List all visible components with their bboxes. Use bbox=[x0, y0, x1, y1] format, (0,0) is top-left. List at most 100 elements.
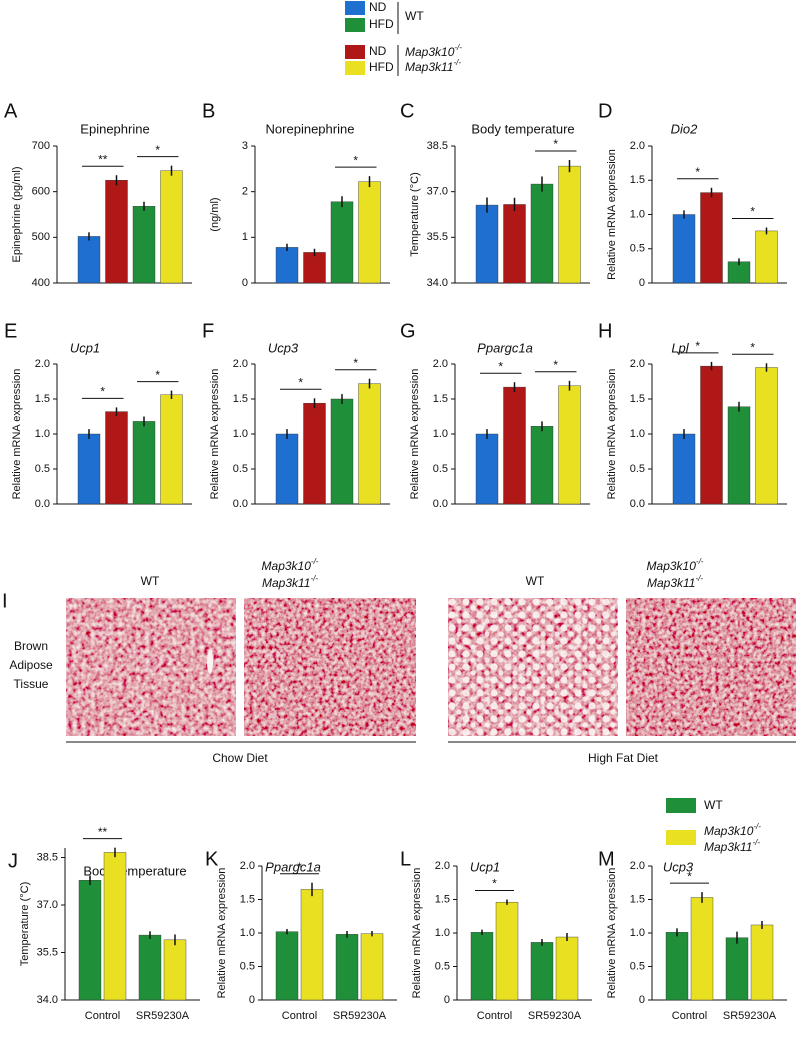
y-tick-label: 2.0 bbox=[630, 358, 645, 370]
y-tick-label: 2.0 bbox=[630, 860, 645, 872]
legend-swatch bbox=[666, 798, 696, 813]
significance-label: * bbox=[492, 877, 497, 891]
chart-title: Lpl bbox=[671, 340, 689, 355]
significance-label: * bbox=[498, 359, 503, 373]
legend-group: WT bbox=[405, 9, 424, 23]
bar bbox=[755, 230, 778, 284]
bar bbox=[725, 937, 749, 1001]
y-tick-label: 3 bbox=[242, 140, 248, 152]
legend-label: ND bbox=[369, 44, 387, 58]
legend-swatch bbox=[345, 18, 365, 32]
micrograph-texture bbox=[244, 598, 416, 736]
gene: Map3k11 bbox=[647, 576, 695, 590]
y-tick-label: 0.0 bbox=[433, 498, 448, 510]
y-tick-label: 0.5 bbox=[630, 960, 645, 972]
column-header: Map3k10-/- bbox=[262, 557, 319, 573]
significance-label: * bbox=[553, 137, 558, 151]
significance-label: * bbox=[353, 356, 358, 370]
y-tick-label: 34.0 bbox=[37, 994, 58, 1006]
bar bbox=[303, 403, 326, 505]
y-tick-label: 1.0 bbox=[630, 428, 645, 440]
superscript: -/- bbox=[695, 574, 703, 583]
significance-label: * bbox=[353, 153, 358, 167]
bar bbox=[138, 934, 162, 1001]
significance-label: * bbox=[297, 860, 302, 874]
chart-panel: H Lpl Relative mRNA expression 0.0 0.5 1.0 1.5… bbox=[598, 320, 787, 510]
chart-panel: F Ucp3 Relative mRNA expression 0.0 0.5 1.0 1.… bbox=[202, 320, 390, 510]
chart-title: Ucp1 bbox=[470, 859, 500, 874]
bar bbox=[132, 206, 156, 284]
panel-letter: I bbox=[2, 590, 8, 612]
significance-label: * bbox=[155, 368, 160, 382]
significance-label: * bbox=[155, 143, 160, 157]
y-axis-label: (ng/ml) bbox=[209, 197, 221, 231]
y-tick-label: 0 bbox=[242, 277, 248, 289]
y-tick-label: 0.0 bbox=[35, 498, 50, 510]
y-axis-label: Relative mRNA expression bbox=[606, 868, 618, 999]
y-axis-label: Relative mRNA expression bbox=[209, 369, 221, 500]
gene: Map3k10 bbox=[262, 559, 312, 573]
y-axis-label: Relative mRNA expression bbox=[409, 369, 421, 500]
column-header: Map3k10-/- bbox=[647, 557, 704, 573]
x-tick-label: SR59230A bbox=[333, 1010, 387, 1022]
bar bbox=[358, 181, 381, 284]
chart-title: Body temperature bbox=[471, 121, 574, 136]
bar bbox=[665, 932, 689, 1001]
bar bbox=[160, 394, 183, 505]
y-axis-label: Epinephrine (pg/ml) bbox=[11, 167, 23, 263]
bar bbox=[300, 889, 324, 1001]
gene: Map3k10 bbox=[405, 45, 455, 59]
bar bbox=[275, 931, 299, 1001]
y-tick-label: 0 bbox=[639, 994, 645, 1006]
bar bbox=[755, 367, 778, 505]
bar bbox=[555, 936, 579, 1001]
legend-group: Map3k11-/- bbox=[405, 58, 461, 74]
y-tick-label: 2.0 bbox=[630, 140, 645, 152]
chart-title: Body temperature bbox=[83, 863, 186, 878]
legend-swatch bbox=[666, 830, 696, 845]
y-tick-label: 34.0 bbox=[427, 277, 448, 289]
y-tick-label: 2.0 bbox=[35, 358, 50, 370]
bar bbox=[672, 433, 696, 505]
column-header: WT bbox=[526, 574, 545, 588]
y-tick-label: 1.0 bbox=[233, 428, 248, 440]
row-label: Brown bbox=[14, 639, 48, 653]
bar bbox=[275, 433, 299, 505]
bar bbox=[470, 932, 494, 1001]
panel-letter: C bbox=[400, 100, 414, 122]
panel-letter: G bbox=[400, 320, 416, 342]
y-tick-label: 1.5 bbox=[630, 174, 645, 186]
x-tick-label: Control bbox=[282, 1010, 317, 1022]
bar bbox=[105, 411, 128, 505]
y-tick-label: 0.5 bbox=[240, 960, 255, 972]
y-tick-label: 1.5 bbox=[240, 893, 255, 905]
chart-panel: C Body temperature Temperature (°C) 34.0 35.… bbox=[400, 100, 590, 289]
bar bbox=[105, 180, 128, 284]
chart-panel: E Ucp1 Relative mRNA expression 0.0 0.5 1.0 1.… bbox=[4, 320, 192, 510]
chart-title: Dio2 bbox=[671, 121, 699, 136]
panel-letter: M bbox=[598, 848, 615, 870]
significance-label: * bbox=[553, 358, 558, 372]
bar bbox=[503, 204, 526, 284]
legend-label: Map3k10-/- bbox=[704, 822, 761, 838]
chart-panel: G Ppargc1a Relative mRNA expression 0.0 0.5 1… bbox=[400, 320, 590, 510]
y-tick-label: 1.5 bbox=[233, 393, 248, 405]
superscript: -/- bbox=[454, 43, 462, 52]
legend-label: HFD bbox=[369, 60, 394, 74]
group-label: Chow Diet bbox=[212, 751, 268, 765]
gene: Map3k10 bbox=[647, 559, 697, 573]
chart-panel: M Ucp3 Relative mRNA expression 0 0.5 1.0 1.5 2… bbox=[598, 848, 787, 1022]
x-tick-label: Control bbox=[672, 1010, 707, 1022]
y-tick-label: 2.0 bbox=[233, 358, 248, 370]
bar bbox=[330, 398, 354, 505]
bar bbox=[103, 852, 127, 1001]
x-tick-label: SR59230A bbox=[136, 1010, 190, 1022]
legend-label: Map3k11-/- bbox=[704, 838, 760, 854]
chart-panel: B Norepinephrine (ng/ml) 0 1 2 3 * bbox=[202, 100, 390, 289]
legend-label: HFD bbox=[369, 17, 394, 31]
bar bbox=[360, 933, 384, 1001]
y-tick-label: 35.5 bbox=[37, 946, 58, 958]
significance-label: * bbox=[695, 339, 700, 353]
